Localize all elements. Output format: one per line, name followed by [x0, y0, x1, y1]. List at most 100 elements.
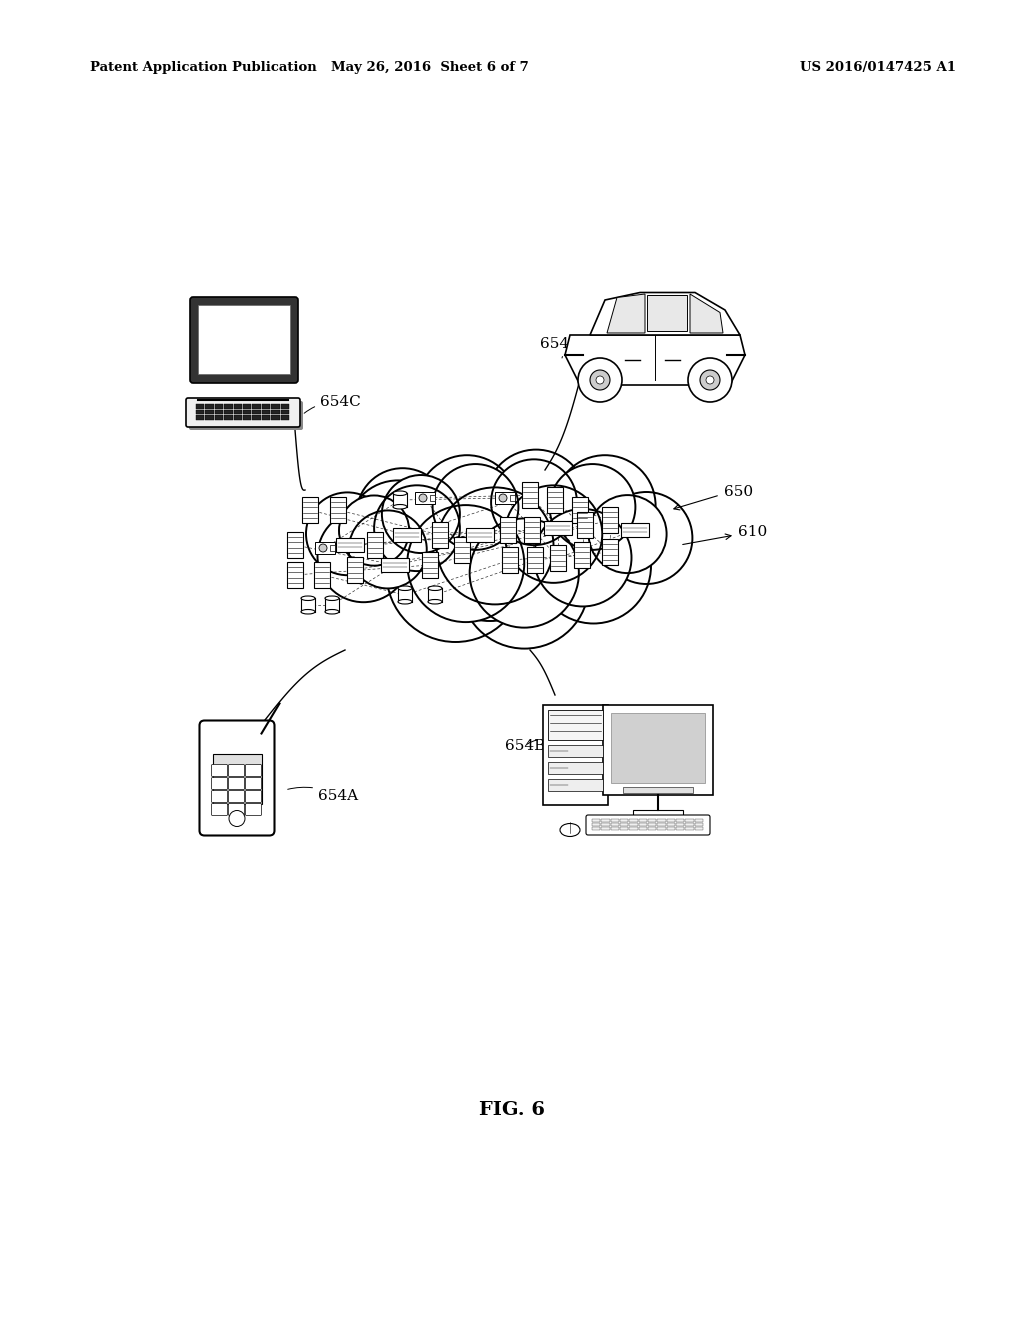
Bar: [648, 818, 656, 822]
Ellipse shape: [325, 597, 339, 601]
Bar: [603, 705, 713, 795]
FancyBboxPatch shape: [228, 764, 245, 776]
Bar: [206, 404, 214, 409]
Bar: [271, 409, 280, 414]
Bar: [215, 416, 223, 420]
Bar: [676, 828, 684, 830]
Circle shape: [492, 459, 577, 545]
Circle shape: [578, 358, 622, 403]
Bar: [544, 521, 572, 535]
Circle shape: [589, 495, 667, 573]
Polygon shape: [647, 294, 687, 331]
Circle shape: [421, 483, 559, 620]
Bar: [430, 495, 435, 502]
FancyBboxPatch shape: [200, 721, 274, 836]
Polygon shape: [607, 294, 645, 333]
Circle shape: [317, 511, 410, 602]
Text: 610: 610: [738, 525, 767, 539]
Circle shape: [417, 455, 517, 557]
Polygon shape: [690, 294, 723, 333]
Bar: [252, 416, 261, 420]
Bar: [347, 557, 362, 583]
Bar: [574, 543, 590, 568]
Bar: [648, 828, 656, 830]
Bar: [381, 558, 409, 572]
Bar: [577, 512, 593, 539]
Circle shape: [550, 465, 636, 550]
Circle shape: [502, 480, 616, 595]
FancyBboxPatch shape: [586, 814, 710, 836]
FancyBboxPatch shape: [246, 804, 261, 816]
Bar: [262, 416, 270, 420]
Bar: [548, 710, 603, 741]
Text: 650: 650: [724, 484, 753, 499]
Bar: [592, 818, 600, 822]
Bar: [572, 498, 588, 523]
Bar: [602, 539, 618, 565]
Text: US 2016/0147425 A1: US 2016/0147425 A1: [800, 62, 956, 74]
Bar: [271, 404, 280, 409]
Circle shape: [349, 511, 427, 589]
Bar: [601, 818, 609, 822]
Bar: [694, 828, 703, 830]
Bar: [667, 828, 675, 830]
Bar: [314, 562, 330, 587]
Bar: [336, 539, 364, 552]
Circle shape: [499, 494, 507, 502]
Bar: [676, 818, 684, 822]
Text: Patent Application Publication: Patent Application Publication: [90, 62, 316, 74]
Ellipse shape: [301, 597, 315, 601]
Bar: [243, 416, 252, 420]
Text: 654B: 654B: [505, 739, 545, 752]
Bar: [620, 818, 629, 822]
Circle shape: [419, 494, 427, 502]
Bar: [548, 762, 603, 774]
Ellipse shape: [393, 491, 407, 495]
Bar: [601, 828, 609, 830]
Bar: [550, 545, 566, 572]
Bar: [393, 494, 407, 507]
Bar: [657, 818, 666, 822]
Circle shape: [386, 504, 524, 642]
Bar: [315, 543, 335, 554]
FancyBboxPatch shape: [246, 764, 261, 776]
Circle shape: [460, 520, 589, 648]
Bar: [428, 589, 442, 602]
Circle shape: [485, 450, 587, 550]
Bar: [224, 409, 232, 414]
Polygon shape: [565, 335, 745, 385]
Circle shape: [382, 475, 460, 553]
Bar: [639, 822, 647, 826]
Bar: [281, 409, 289, 414]
Bar: [422, 552, 438, 578]
Bar: [667, 822, 675, 826]
Bar: [694, 818, 703, 822]
Bar: [224, 404, 232, 409]
FancyBboxPatch shape: [228, 777, 245, 789]
Circle shape: [706, 376, 714, 384]
Bar: [393, 528, 421, 543]
Bar: [685, 818, 693, 822]
FancyBboxPatch shape: [228, 791, 245, 803]
Ellipse shape: [325, 610, 339, 614]
Bar: [281, 416, 289, 420]
Bar: [602, 507, 618, 533]
FancyBboxPatch shape: [190, 297, 298, 383]
Bar: [398, 589, 412, 602]
Bar: [667, 818, 675, 822]
Bar: [281, 404, 289, 409]
FancyBboxPatch shape: [189, 401, 303, 430]
Text: 654C: 654C: [304, 395, 360, 413]
Bar: [243, 409, 252, 414]
Bar: [639, 818, 647, 822]
FancyBboxPatch shape: [212, 777, 227, 789]
Circle shape: [436, 487, 554, 605]
Text: 654A: 654A: [288, 787, 358, 803]
Bar: [630, 822, 638, 826]
Circle shape: [347, 480, 449, 582]
Bar: [633, 810, 683, 816]
Bar: [466, 528, 494, 543]
Ellipse shape: [398, 586, 412, 590]
Bar: [198, 305, 290, 374]
Bar: [206, 416, 214, 420]
